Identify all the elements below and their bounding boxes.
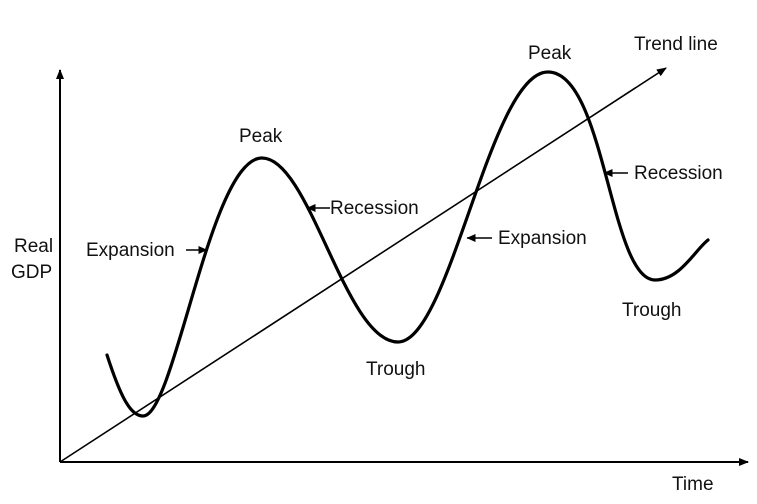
trough-label-1: Trough (366, 359, 426, 380)
business-cycle-curve (105, 70, 710, 418)
peak-label-2: Peak (528, 43, 572, 64)
peak-label-1: Peak (239, 126, 283, 147)
x-axis-label: Time (672, 474, 714, 495)
y-axis-label-line2: GDP (11, 262, 52, 283)
trend-line-label: Trend line (634, 34, 718, 55)
recession-label-2: Recession (634, 163, 723, 184)
trend-line (59, 67, 667, 463)
expansion-label-2: Expansion (498, 228, 587, 249)
recession-label-1: Recession (330, 198, 419, 219)
expansion-label-1: Expansion (86, 240, 175, 261)
trough-label-2: Trough (622, 300, 682, 321)
y-axis-label-line1: Real (14, 236, 53, 257)
